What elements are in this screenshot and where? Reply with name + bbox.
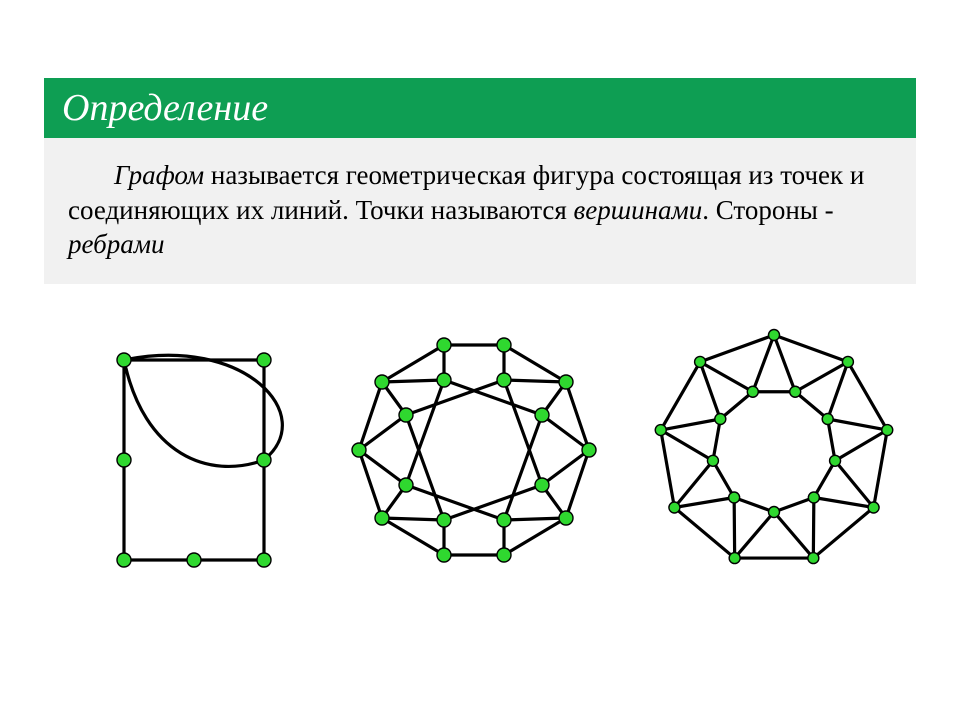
graph-node: [497, 513, 511, 527]
graph-node: [535, 478, 549, 492]
graph-edge: [734, 497, 774, 512]
graph-node: [822, 414, 833, 425]
graph-node: [842, 356, 853, 367]
graph-edge: [814, 461, 835, 498]
graph-node: [257, 453, 271, 467]
graph-node: [117, 353, 131, 367]
definition-title: Определение: [62, 86, 268, 130]
graph-edge: [774, 335, 848, 362]
graph-node: [375, 511, 389, 525]
graph-edge: [504, 380, 566, 382]
graph-edge: [835, 430, 887, 461]
definition-term: ребрами: [68, 229, 164, 259]
graph-node: [830, 455, 841, 466]
graph-node: [808, 553, 819, 564]
graph-node: [729, 553, 740, 564]
graph-node: [669, 502, 680, 513]
graph-node: [559, 511, 573, 525]
graph-node: [375, 375, 389, 389]
graph-node: [399, 408, 413, 422]
graph-node: [437, 513, 451, 527]
graph-node: [655, 425, 666, 436]
definition-text: Графом называется геометрическая фигура …: [68, 158, 892, 262]
graph-edge: [735, 512, 774, 558]
graph-edge: [661, 430, 713, 461]
graph-node: [437, 338, 451, 352]
graph-node: [437, 373, 451, 387]
definition-text-run: . Стороны -: [702, 195, 833, 225]
graph-edge: [504, 345, 566, 382]
graph-node: [257, 353, 271, 367]
graph-edge: [813, 508, 873, 559]
definition-term: вершинами: [574, 195, 703, 225]
graph-node: [399, 478, 413, 492]
diagrams-area: [44, 320, 916, 610]
graph-curved-edge: [124, 355, 282, 466]
graph-node: [117, 453, 131, 467]
graph-edge: [734, 497, 735, 558]
definition-term: Графом: [114, 160, 204, 190]
graph-edge: [813, 497, 814, 558]
graph-edge: [874, 430, 888, 507]
graph-edge: [700, 335, 774, 362]
graph-node: [868, 502, 879, 513]
graph-node: [790, 386, 801, 397]
graph-edge: [795, 392, 827, 419]
graph-edge: [674, 508, 734, 559]
graph-node: [808, 492, 819, 503]
graph-edge: [382, 518, 444, 520]
graph-node: [582, 443, 596, 457]
graph-node: [437, 548, 451, 562]
graph-node: [715, 414, 726, 425]
graph-node: [769, 507, 780, 518]
graph-edge: [713, 461, 734, 498]
graph-node: [497, 338, 511, 352]
graph-node: [535, 408, 549, 422]
definition-body: Графом называется геометрическая фигура …: [44, 138, 916, 284]
graph-edge: [504, 518, 566, 520]
graph-node: [352, 443, 366, 457]
graph-node: [747, 386, 758, 397]
graph-node: [559, 375, 573, 389]
slide: Определение Графом называется геометриче…: [0, 0, 960, 720]
graph-node: [695, 356, 706, 367]
graph-edge: [504, 518, 566, 555]
graph-edge: [753, 335, 774, 392]
graph-edge: [774, 335, 795, 392]
graph-node: [497, 548, 511, 562]
graph-node: [497, 373, 511, 387]
graph-edge: [828, 419, 835, 461]
graph-3: [634, 320, 914, 600]
graph-node: [882, 425, 893, 436]
graph-edge: [382, 518, 444, 555]
definition-header: Определение: [44, 78, 916, 138]
graph-node: [117, 553, 131, 567]
graph-node: [769, 330, 780, 341]
graph-node: [729, 492, 740, 503]
graph-node: [707, 455, 718, 466]
graph-edge: [661, 430, 675, 507]
graph-node: [187, 553, 201, 567]
graph-node: [257, 553, 271, 567]
graph-2: [334, 320, 614, 600]
graph-edge: [774, 512, 813, 558]
graph-edge: [828, 419, 888, 430]
graph-edge: [661, 419, 721, 430]
graph-edge: [720, 392, 752, 419]
graph-edge: [774, 497, 814, 512]
graph-edge: [713, 419, 720, 461]
graph-edge: [848, 362, 887, 430]
graph-1: [94, 330, 294, 590]
graph-edge: [661, 362, 700, 430]
graph-edge: [382, 345, 444, 382]
graph-edge: [382, 380, 444, 382]
